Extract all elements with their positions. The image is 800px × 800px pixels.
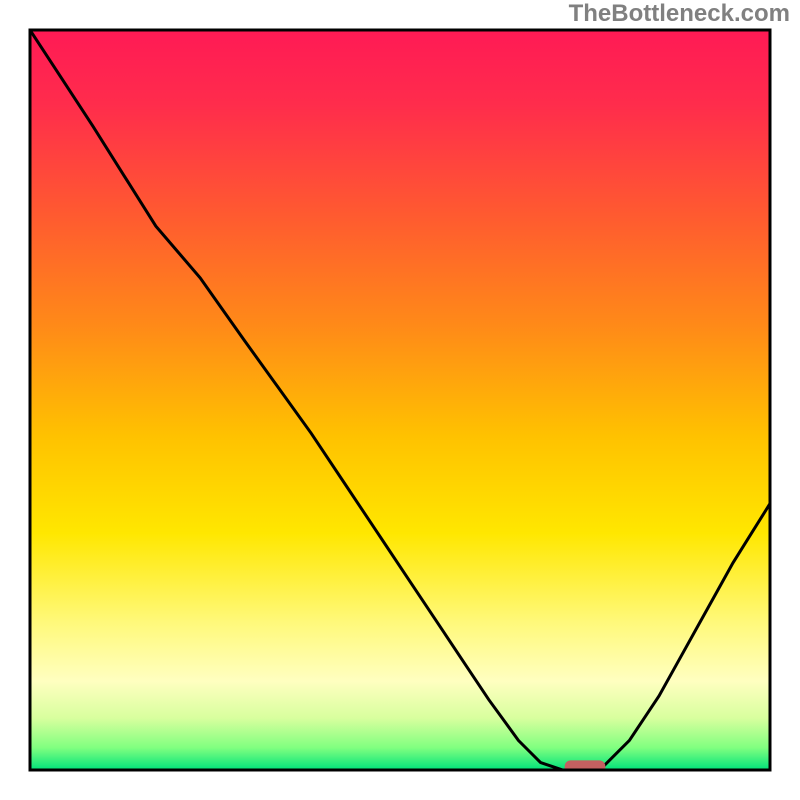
bottleneck-chart	[0, 0, 800, 800]
watermark-text: TheBottleneck.com	[569, 0, 790, 28]
chart-container: TheBottleneck.com	[0, 0, 800, 800]
plot-background	[30, 30, 770, 770]
